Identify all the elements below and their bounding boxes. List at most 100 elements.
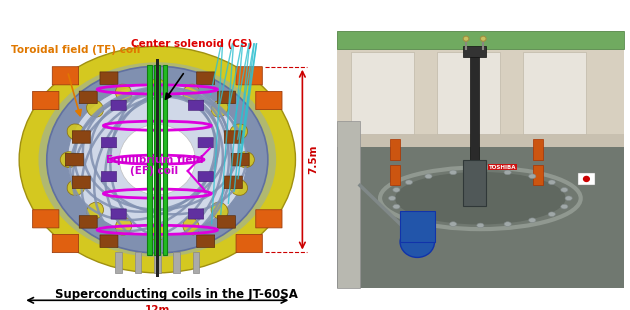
Bar [154,64,160,255]
Bar [337,31,624,134]
Ellipse shape [211,100,228,117]
FancyBboxPatch shape [101,138,117,148]
Bar [147,64,152,255]
Bar [400,211,435,242]
FancyBboxPatch shape [256,91,282,109]
Ellipse shape [561,188,568,192]
Ellipse shape [395,172,566,224]
Bar [390,165,400,185]
Ellipse shape [477,223,484,228]
FancyBboxPatch shape [101,171,117,182]
Bar [135,252,141,273]
Bar [534,165,544,185]
FancyBboxPatch shape [198,171,214,182]
FancyBboxPatch shape [100,235,118,247]
Ellipse shape [19,46,295,273]
Text: Center solenoid (CS): Center solenoid (CS) [131,39,253,49]
Ellipse shape [504,222,511,226]
Bar [193,252,200,273]
Ellipse shape [450,222,457,226]
Bar [154,252,161,273]
Ellipse shape [405,180,413,184]
Ellipse shape [583,176,590,182]
FancyBboxPatch shape [217,216,236,228]
Ellipse shape [67,124,85,140]
Ellipse shape [183,84,199,102]
Bar [390,139,400,160]
FancyBboxPatch shape [72,176,90,188]
Text: Equilibrium field
(EF) coil: Equilibrium field (EF) coil [106,154,203,176]
Bar [534,139,544,160]
Ellipse shape [389,196,396,201]
Bar [337,31,624,288]
Bar [437,51,500,134]
FancyBboxPatch shape [52,234,79,253]
FancyBboxPatch shape [236,234,262,253]
Ellipse shape [60,152,78,168]
Ellipse shape [463,36,469,41]
Bar [163,64,168,255]
Ellipse shape [393,204,400,209]
Ellipse shape [230,179,248,195]
Ellipse shape [86,202,103,219]
Ellipse shape [480,36,486,41]
FancyBboxPatch shape [79,91,97,104]
Ellipse shape [529,218,536,223]
FancyBboxPatch shape [79,216,97,228]
Bar [578,172,595,185]
Text: 7.5m: 7.5m [308,145,318,175]
Bar [337,121,360,288]
FancyBboxPatch shape [231,153,249,166]
FancyBboxPatch shape [72,131,90,143]
FancyBboxPatch shape [217,91,236,104]
Ellipse shape [450,170,457,175]
Ellipse shape [230,124,248,140]
Bar [156,59,159,277]
Bar [471,49,479,198]
FancyBboxPatch shape [33,210,59,228]
FancyBboxPatch shape [236,67,262,85]
Ellipse shape [67,83,247,236]
Ellipse shape [477,169,484,173]
Ellipse shape [211,202,228,219]
Bar [6,31,328,288]
FancyBboxPatch shape [256,210,282,228]
Bar [337,31,624,49]
Text: 12m: 12m [145,305,170,310]
FancyBboxPatch shape [100,72,118,84]
Ellipse shape [115,218,132,235]
Ellipse shape [183,218,199,235]
Ellipse shape [548,212,556,216]
Ellipse shape [149,223,165,241]
FancyBboxPatch shape [224,176,243,188]
Ellipse shape [115,84,132,102]
FancyBboxPatch shape [111,209,126,219]
Bar [352,51,415,134]
FancyBboxPatch shape [198,138,214,148]
Text: TOSHIBA: TOSHIBA [489,165,517,170]
FancyBboxPatch shape [111,100,126,110]
FancyBboxPatch shape [197,72,215,84]
Ellipse shape [86,100,103,117]
Ellipse shape [47,66,268,253]
Ellipse shape [529,174,536,179]
FancyBboxPatch shape [52,67,79,85]
Ellipse shape [565,196,572,201]
Ellipse shape [561,204,568,209]
Ellipse shape [236,152,255,168]
Text: Superconducting coils in the JT-60SA: Superconducting coils in the JT-60SA [55,288,298,301]
Ellipse shape [119,125,195,195]
FancyBboxPatch shape [197,235,215,247]
FancyBboxPatch shape [188,100,203,110]
Ellipse shape [38,62,276,257]
Text: Toroidal field (TF) coil: Toroidal field (TF) coil [11,45,140,55]
FancyBboxPatch shape [33,91,59,109]
Ellipse shape [67,179,85,195]
Ellipse shape [149,78,165,96]
Ellipse shape [400,227,435,257]
Ellipse shape [425,174,432,179]
FancyBboxPatch shape [224,131,243,143]
Ellipse shape [425,218,432,223]
FancyBboxPatch shape [66,153,83,166]
Bar [173,252,180,273]
